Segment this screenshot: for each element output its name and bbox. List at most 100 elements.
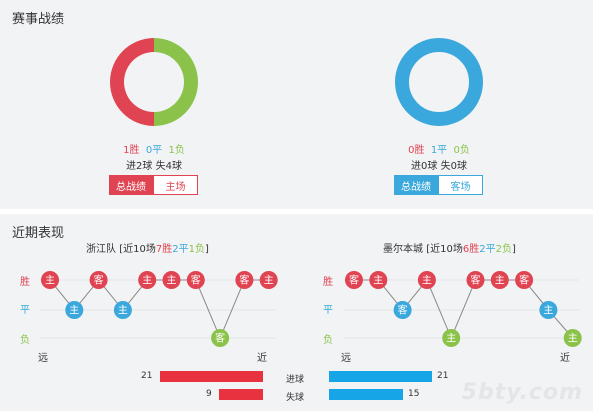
form-node-circle	[539, 301, 558, 319]
donut-slice-win	[110, 38, 154, 126]
form-node: 客	[515, 271, 534, 289]
donut-chart-right	[395, 38, 483, 126]
right-team-name: 墨尔本城	[383, 244, 423, 255]
right-axis-far: 远	[341, 353, 351, 364]
donut-slice-draw	[395, 38, 483, 126]
form-node: 主	[162, 271, 181, 289]
right-axis-near: 近	[560, 353, 570, 364]
right-team-summary: 墨尔本城 [近10场6胜2平2负]	[383, 240, 516, 255]
goals-left-bar	[160, 371, 263, 382]
form-node-venue: 主	[142, 275, 152, 287]
right-win-count: 0胜	[408, 145, 425, 156]
form-node-circle	[442, 329, 461, 347]
form-node: 客	[186, 271, 205, 289]
form-node-circle	[393, 301, 412, 319]
form-node: 主	[442, 329, 461, 347]
form-node-venue: 主	[118, 305, 128, 317]
left-draw-count: 0平	[145, 145, 163, 156]
form-node-circle	[113, 301, 132, 319]
right-summary-win: 6胜	[462, 244, 480, 255]
form-node: 客	[235, 271, 254, 289]
right-tabbar: 总战绩 客场	[394, 175, 483, 195]
tab-away-right[interactable]: 客场	[438, 175, 483, 195]
form-node-venue: 主	[568, 333, 578, 345]
right-goals-summary: 进0球 失0球	[411, 161, 467, 172]
right-row-label-loss: 负	[323, 335, 333, 346]
form-node-venue: 客	[239, 274, 249, 287]
recent-form-panel: 近期表现 浙江队 [近10场7胜2平1负] 墨尔本城 [近10场6胜2平2负] …	[0, 214, 593, 411]
form-node-circle	[65, 301, 84, 319]
form-node: 客	[466, 271, 485, 289]
right-row-label-draw: 平	[323, 305, 333, 316]
right-draw-count: 1平	[430, 145, 448, 156]
form-node: 主	[539, 301, 558, 319]
left-summary-draw: 2平	[172, 244, 189, 255]
section-title-record: 赛事战绩	[12, 12, 65, 27]
right-row-label-win: 胜	[323, 277, 333, 288]
form-node-circle	[259, 271, 278, 289]
donut-slice-loss	[154, 38, 198, 126]
conceded-left-bar	[218, 389, 263, 400]
goals-left-value: 21	[141, 371, 153, 381]
form-node-circle	[41, 271, 59, 289]
form-node: 主	[417, 271, 436, 289]
form-node: 主	[138, 271, 157, 289]
left-row-label-loss: 负	[20, 335, 30, 346]
tab-overall-left[interactable]: 总战绩	[109, 175, 153, 195]
left-axis-near: 近	[257, 353, 267, 364]
goals-row-label: 进球	[286, 375, 305, 385]
form-line	[354, 279, 574, 340]
left-win-count: 1胜	[123, 145, 140, 156]
right-summary-draw: 2平	[479, 244, 496, 255]
match-record-panel: 赛事战绩 1胜 0平 1负 进2球 失4球 总战绩 主场 0胜 1平 0负 进0…	[12, 12, 499, 195]
form-node: 主	[65, 301, 84, 319]
left-team-summary: 浙江队 [近10场7胜2平1负]	[86, 240, 209, 255]
form-node-venue: 客	[398, 304, 408, 317]
form-node: 客	[345, 271, 363, 289]
tab-overall-right[interactable]: 总战绩	[394, 175, 438, 195]
form-node-venue: 主	[495, 275, 505, 287]
form-node: 主	[41, 271, 59, 289]
left-team-name: 浙江队	[86, 244, 116, 255]
form-node-venue: 客	[215, 332, 225, 345]
form-node-venue: 主	[373, 275, 383, 287]
form-node-circle	[162, 271, 181, 289]
form-node-venue: 主	[543, 305, 553, 317]
left-form-chart: 主主客主主主客客客主	[40, 271, 278, 347]
left-axis-far: 远	[38, 353, 48, 364]
section-title-recent: 近期表现	[12, 226, 65, 241]
form-node-circle	[138, 271, 157, 289]
form-node: 主	[113, 301, 132, 319]
form-node-circle	[89, 271, 108, 289]
form-node-venue: 客	[471, 274, 481, 287]
conceded-row-label: 失球	[286, 393, 305, 403]
form-node-circle	[563, 329, 582, 347]
form-node-circle	[345, 271, 363, 289]
left-record-stats: 1胜 0平 1负	[94, 141, 214, 156]
form-node: 主	[563, 329, 582, 347]
left-summary-win: 7胜	[155, 244, 173, 255]
conceded-left-value: 9	[206, 389, 212, 399]
conceded-right-value: 15	[408, 389, 420, 399]
form-node-venue: 主	[45, 275, 55, 287]
form-node: 主	[369, 271, 388, 289]
left-summary-loss: 1负	[188, 244, 205, 255]
form-node-circle	[490, 271, 509, 289]
left-loss-count: 1负	[168, 145, 185, 156]
tab-home-left[interactable]: 主场	[153, 175, 198, 195]
left-row-label-draw: 平	[20, 305, 30, 316]
left-tabbar: 总战绩 主场	[109, 175, 198, 195]
form-node-venue: 主	[446, 333, 456, 345]
conceded-right-bar	[329, 389, 403, 400]
form-node-circle	[515, 271, 534, 289]
form-node-venue: 客	[349, 274, 359, 287]
right-record-stats: 0胜 1平 0负	[379, 141, 499, 156]
form-node: 客	[393, 301, 412, 319]
form-node: 客	[89, 271, 108, 289]
form-node-circle	[211, 329, 230, 347]
form-node-venue: 主	[422, 275, 432, 287]
goals-right-bar	[329, 371, 432, 382]
left-row-label-win: 胜	[20, 277, 30, 288]
right-summary-post: ]	[511, 244, 516, 255]
form-node: 客	[211, 329, 230, 347]
